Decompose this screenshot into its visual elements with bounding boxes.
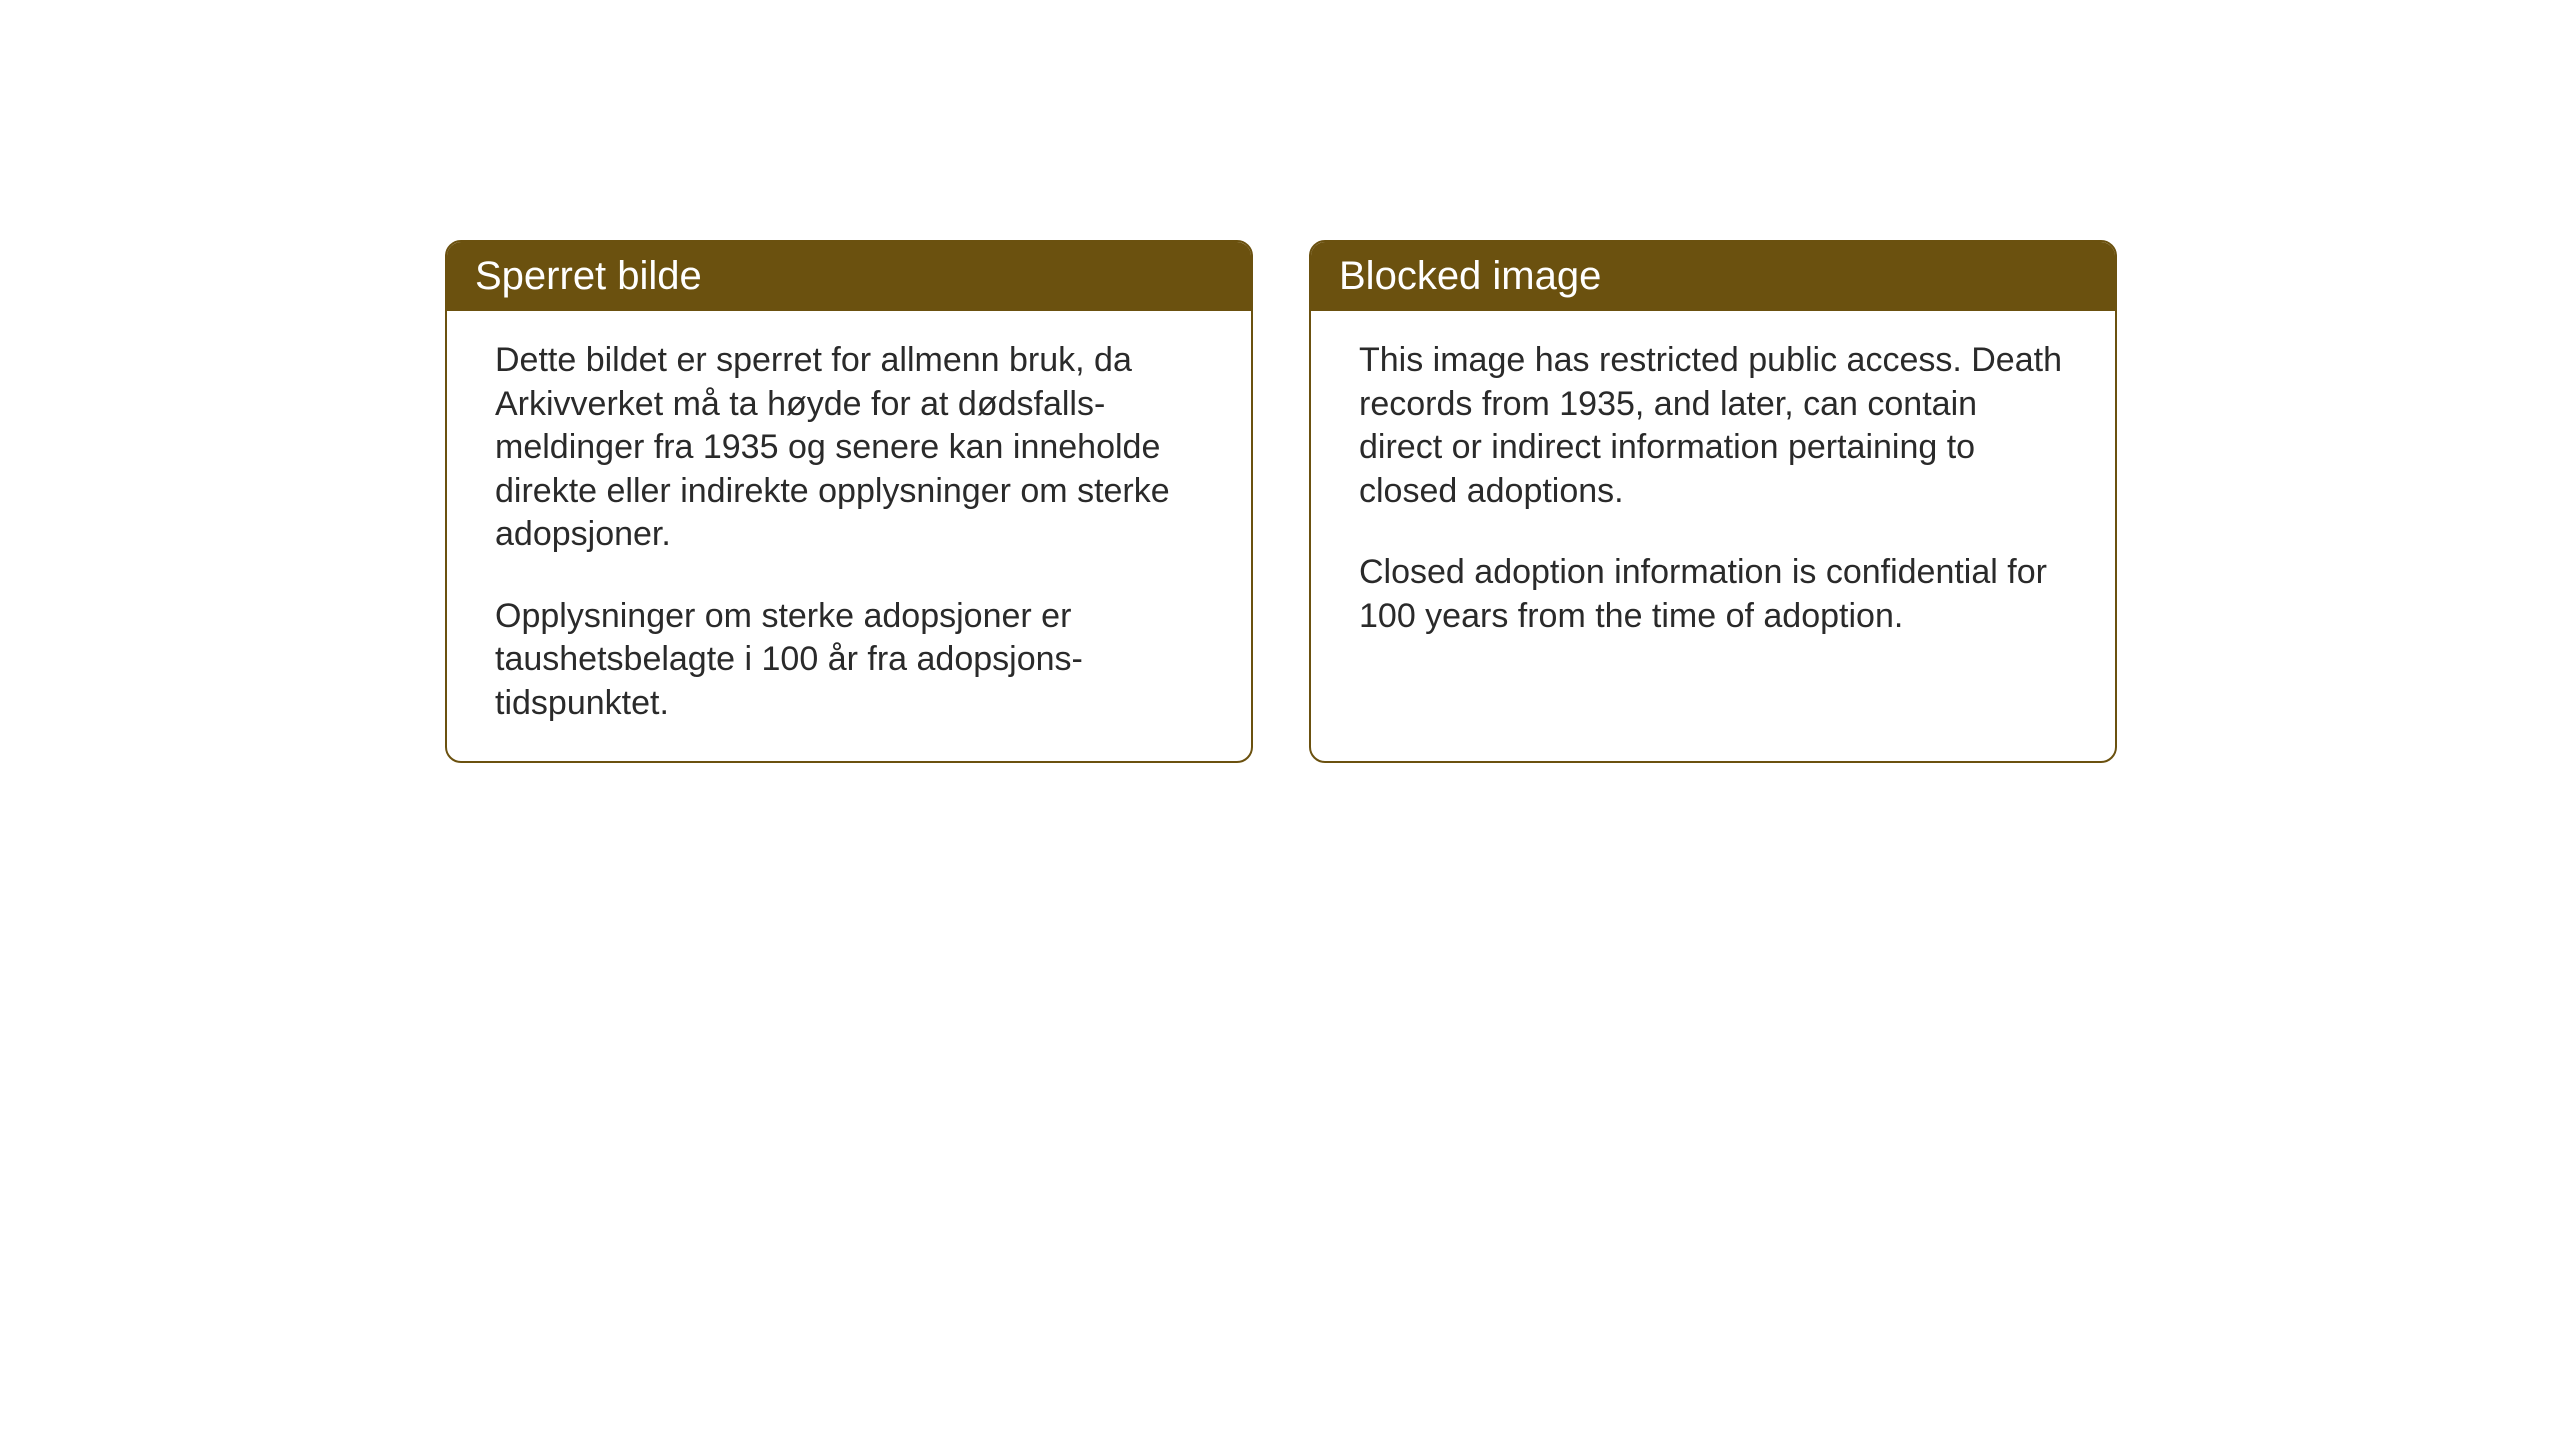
card-paragraph-1-norwegian: Dette bildet er sperret for allmenn bruk… <box>495 339 1203 557</box>
card-title-norwegian: Sperret bilde <box>475 254 702 298</box>
card-paragraph-1-english: This image has restricted public access.… <box>1359 339 2067 513</box>
notice-container: Sperret bilde Dette bildet er sperret fo… <box>445 240 2117 763</box>
card-paragraph-2-english: Closed adoption information is confident… <box>1359 551 2067 638</box>
notice-card-norwegian: Sperret bilde Dette bildet er sperret fo… <box>445 240 1253 763</box>
card-paragraph-2-norwegian: Opplysninger om sterke adopsjoner er tau… <box>495 595 1203 726</box>
card-header-norwegian: Sperret bilde <box>447 242 1251 311</box>
notice-card-english: Blocked image This image has restricted … <box>1309 240 2117 763</box>
card-header-english: Blocked image <box>1311 242 2115 311</box>
card-title-english: Blocked image <box>1339 254 1601 298</box>
card-body-norwegian: Dette bildet er sperret for allmenn bruk… <box>447 311 1251 761</box>
card-body-english: This image has restricted public access.… <box>1311 311 2115 746</box>
